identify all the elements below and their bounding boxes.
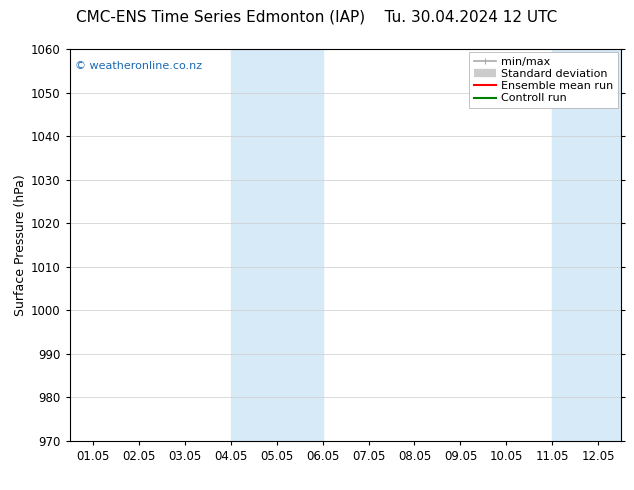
Bar — [552, 49, 621, 441]
Text: CMC-ENS Time Series Edmonton (IAP)    Tu. 30.04.2024 12 UTC: CMC-ENS Time Series Edmonton (IAP) Tu. 3… — [76, 10, 558, 25]
Y-axis label: Surface Pressure (hPa): Surface Pressure (hPa) — [14, 174, 27, 316]
Text: © weatheronline.co.nz: © weatheronline.co.nz — [75, 61, 202, 71]
Bar — [231, 49, 323, 441]
Legend: min/max, Standard deviation, Ensemble mean run, Controll run: min/max, Standard deviation, Ensemble me… — [469, 52, 618, 108]
